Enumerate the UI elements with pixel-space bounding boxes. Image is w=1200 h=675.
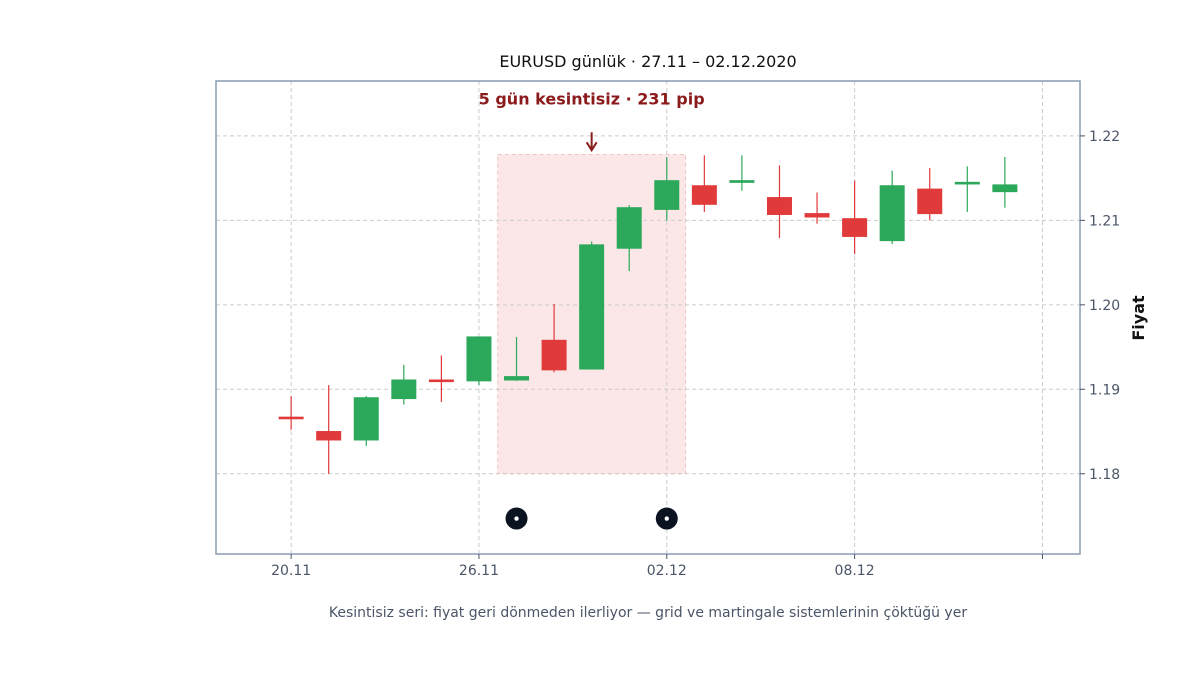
candle-body-17: [917, 188, 943, 215]
x-tick-label-2: 02.12: [647, 563, 687, 579]
candle-body-5: [466, 336, 492, 382]
annotation-arrow-head: [585, 141, 598, 153]
y-tick-label-4: 1.22: [1089, 129, 1120, 145]
candle-body-12: [729, 180, 755, 183]
candle-body-14: [804, 213, 830, 218]
candle-body-7: [541, 339, 567, 371]
candle-body-2: [353, 397, 379, 441]
candle-body-0: [278, 416, 304, 420]
x-tick-label-0: 20.11: [271, 563, 311, 579]
candle-body-1: [316, 431, 342, 441]
chart-title: EURUSD günlük · 27.11 – 02.12.2020: [499, 52, 796, 71]
event-marker-dot-0: [514, 516, 519, 521]
candle-body-9: [616, 207, 642, 249]
x-tick-label-1: 26.11: [459, 563, 499, 579]
event-marker-dot-1: [664, 516, 669, 521]
chart-caption: Kesintisiz seri: fiyat geri dönmeden ile…: [329, 605, 967, 621]
x-tick-label-3: 08.12: [835, 563, 875, 579]
candle-body-6: [504, 376, 530, 381]
plot-area: 5 gün kesintisiz · 231 pip 1.18 1.19 1.20 1.…: [215, 80, 1120, 579]
candle-body-16: [879, 185, 905, 242]
candle-body-4: [428, 379, 454, 383]
candle-body-3: [391, 379, 417, 400]
y-tick-label-1: 1.19: [1089, 382, 1120, 398]
candle-body-13: [766, 197, 792, 215]
y-tick-label-0: 1.18: [1089, 467, 1120, 483]
candle-body-19: [992, 184, 1018, 193]
y-axis-label: Fiyat: [1129, 295, 1148, 341]
y-tick-label-2: 1.20: [1089, 298, 1120, 314]
y-tick-label-3: 1.21: [1089, 213, 1120, 229]
annotation-text: 5 gün kesintisiz · 231 pip: [479, 90, 705, 109]
candle-body-8: [579, 244, 605, 370]
candle-body-10: [654, 180, 680, 210]
candle-body-11: [691, 185, 717, 205]
candle-body-15: [842, 218, 868, 237]
plot-frame: [215, 80, 1081, 555]
candle-body-18: [954, 181, 980, 185]
